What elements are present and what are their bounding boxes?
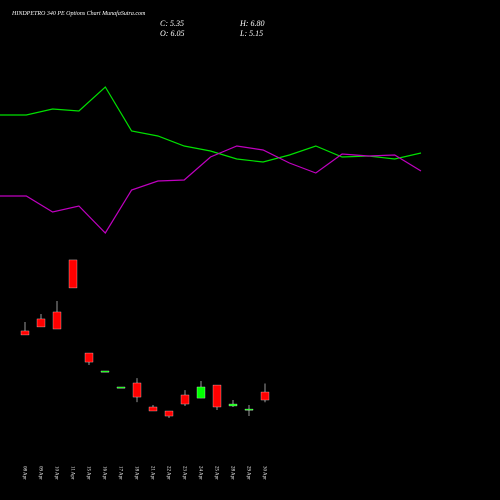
- candle-body: [244, 408, 254, 411]
- x-tick-label: 24 Apr: [198, 466, 203, 480]
- candle-body: [52, 311, 62, 330]
- candle-body: [84, 352, 94, 363]
- x-tick-label: 10 Apr: [54, 466, 59, 480]
- candle-body: [20, 330, 30, 336]
- candle-body: [180, 394, 190, 405]
- x-tick-label: 28 Apr: [230, 466, 235, 480]
- x-tick-label: 11 Apr: [70, 466, 75, 480]
- candle-body: [36, 318, 46, 328]
- candle-body: [148, 406, 158, 412]
- x-tick-label: 09 Apr: [38, 466, 43, 480]
- candle-body: [132, 382, 142, 398]
- ohlc-high: H: 6.80: [239, 19, 264, 28]
- candle-body: [228, 403, 238, 407]
- indicator-line: [0, 145, 422, 234]
- ohlc-open: O: 6.05: [160, 29, 184, 38]
- x-tick-label: 30 Apr: [262, 466, 267, 480]
- candle-body: [260, 391, 270, 401]
- x-tick-label: 21 Apr: [150, 466, 155, 480]
- x-tick-label: 15 Apr: [86, 466, 91, 480]
- x-tick-label: 29 Apr: [246, 466, 251, 480]
- candle-body: [196, 386, 206, 399]
- chart-title: HINDPETRO 340 PE Options Chart MunafaSut…: [11, 10, 146, 17]
- x-tick-label: 08 Apr: [22, 466, 27, 480]
- ohlc-low: L: 5.15: [239, 29, 263, 38]
- indicator-line: [0, 86, 422, 163]
- x-tick-label: 17 Apr: [118, 466, 123, 480]
- x-tick-label: 18 Apr: [134, 466, 139, 480]
- candle-body: [68, 259, 78, 289]
- x-tick-label: 22 Apr: [166, 466, 171, 480]
- ohlc-close: C: 5.35: [160, 19, 184, 28]
- x-tick-label: 25 Apr: [214, 466, 219, 480]
- x-tick-label: 23 Apr: [182, 466, 187, 480]
- x-tick-label: 16 Apr: [102, 466, 107, 480]
- candle-body: [212, 384, 222, 408]
- candle-body: [100, 370, 110, 373]
- candle-body: [116, 386, 126, 389]
- candle-body: [164, 410, 174, 417]
